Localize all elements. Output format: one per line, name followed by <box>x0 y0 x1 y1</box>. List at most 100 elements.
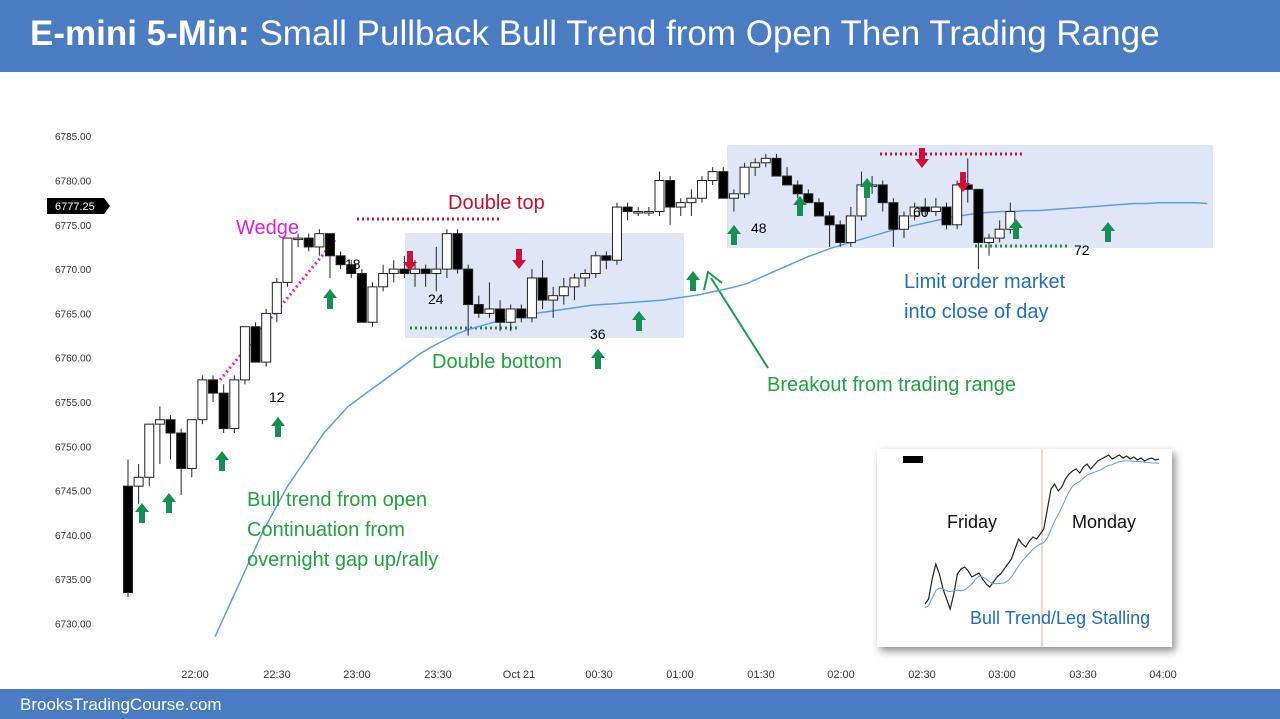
candle <box>984 233 995 256</box>
candle <box>388 260 399 283</box>
candle <box>952 180 963 230</box>
candle <box>707 167 718 185</box>
candle <box>123 459 133 597</box>
wedge-label: Wedge <box>236 217 299 239</box>
x-tick-label: 04:00 <box>1149 669 1177 681</box>
bear-arrow-3 <box>915 148 929 168</box>
breakout-pointer-head <box>703 270 723 291</box>
annotation-text: Wedge Double top Double bottom Bull trend f… <box>236 192 1090 571</box>
candle <box>335 251 346 270</box>
candle <box>537 260 548 309</box>
title-banner: E-mini 5-Min: Small Pullback Bull Trend … <box>0 0 1280 72</box>
inset-label-monday: Monday <box>1072 512 1136 532</box>
bar-count-48: 48 <box>751 220 767 236</box>
x-tick-label: Oct 21 <box>503 669 535 681</box>
candle <box>516 304 527 323</box>
ema-line <box>214 201 1208 638</box>
bull-arrow-1 <box>135 503 149 523</box>
candle <box>888 198 899 247</box>
candle <box>452 229 463 274</box>
candle <box>1005 202 1016 234</box>
y-tick-label: 6780.00 <box>55 177 92 188</box>
inset-svg: Friday Monday Bull Trend/Leg Stalling <box>903 449 1160 647</box>
candle <box>239 326 250 385</box>
candle <box>197 375 208 425</box>
candle <box>293 233 304 247</box>
candle <box>771 153 782 177</box>
candle <box>739 162 750 199</box>
candle <box>558 277 569 305</box>
moving-average <box>214 201 1208 638</box>
inset-label-friday: Friday <box>947 512 997 532</box>
candle <box>877 180 888 212</box>
candle <box>580 269 591 287</box>
limit-order-line-1: Limit order market <box>904 271 1066 293</box>
candle <box>622 202 633 221</box>
candle <box>994 220 1005 243</box>
candle <box>484 282 495 318</box>
y-tick-label: 6765.00 <box>55 309 92 320</box>
x-tick-label: 01:00 <box>666 669 694 681</box>
x-tick-label: 23:30 <box>424 669 452 681</box>
bar-count-24: 24 <box>428 291 444 307</box>
bull-trend-line-2: Continuation from <box>247 519 405 541</box>
candle <box>654 171 665 216</box>
candle <box>548 286 559 318</box>
candle <box>675 198 686 216</box>
candle <box>845 207 856 247</box>
candle <box>930 198 941 216</box>
footer-site: BrooksTradingCourse.com <box>20 695 222 714</box>
candle <box>186 419 197 478</box>
candle <box>590 251 601 278</box>
inset-price-tag <box>903 456 923 463</box>
x-tick-label: 02:30 <box>908 669 936 681</box>
current-price-label: 6777.25 <box>55 201 95 213</box>
candle <box>569 273 580 301</box>
candle <box>718 167 729 199</box>
y-tick-label: 6745.00 <box>55 487 92 498</box>
bar-count-12: 12 <box>269 389 285 405</box>
bull-trend-line-1: Bull trend from open <box>247 489 427 511</box>
candle <box>495 300 506 332</box>
candle <box>611 202 622 265</box>
candle <box>144 423 155 487</box>
candle <box>303 233 314 252</box>
title-bold: E-mini 5-Min: <box>30 14 250 53</box>
candle <box>792 180 803 199</box>
y-tick-label: 6775.00 <box>55 221 92 232</box>
candle <box>760 153 771 168</box>
y-tick-label: 6740.00 <box>55 531 92 542</box>
inset-price-line <box>924 454 1160 612</box>
candle <box>218 384 229 434</box>
candle <box>378 264 389 292</box>
candle <box>898 211 909 239</box>
bull-arrow-13 <box>1101 222 1115 242</box>
limit-order-line-2: into close of day <box>904 301 1049 323</box>
bull-arrow-3 <box>215 451 229 471</box>
x-tick-label: 22:30 <box>263 669 291 681</box>
y-tick-label: 6785.00 <box>55 132 92 143</box>
title-rest: Small Pullback Bull Trend from Open Then… <box>249 14 1160 53</box>
candle <box>208 375 219 402</box>
candle <box>782 167 793 186</box>
bar-count-36: 36 <box>590 326 606 342</box>
candle <box>324 233 335 278</box>
y-tick-label: 6770.00 <box>55 265 92 276</box>
bear-arrow-4 <box>956 172 970 192</box>
candle <box>633 207 644 216</box>
footer-banner: BrooksTradingCourse.com <box>0 689 1280 719</box>
current-price-tag <box>47 198 110 214</box>
candle <box>824 211 835 247</box>
inset-caption: Bull Trend/Leg Stalling <box>970 608 1150 628</box>
bull-arrow-6 <box>591 349 605 369</box>
candle <box>973 188 984 270</box>
candle <box>314 229 325 256</box>
candle <box>803 189 814 204</box>
y-tick-label: 6730.00 <box>55 620 92 631</box>
candle <box>686 189 697 216</box>
inset-ema-line <box>924 460 1160 609</box>
x-tick-label: 03:30 <box>1069 669 1097 681</box>
breakout-pointer <box>710 277 769 369</box>
bull-arrow-10 <box>793 196 807 216</box>
candle <box>526 269 537 323</box>
